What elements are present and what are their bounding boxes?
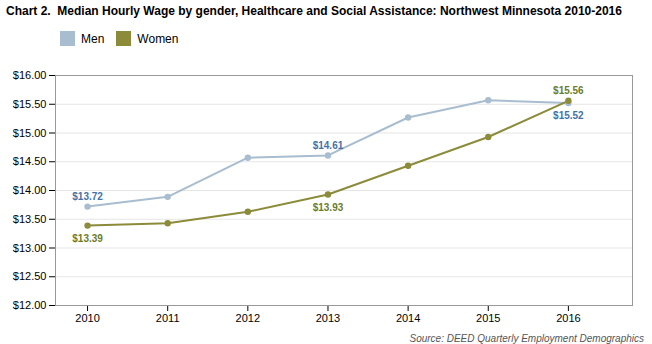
svg-text:2014: 2014 (396, 312, 420, 324)
svg-text:$13.00: $13.00 (13, 242, 47, 254)
svg-text:$14.61: $14.61 (313, 140, 344, 151)
svg-text:$12.50: $12.50 (13, 270, 47, 282)
svg-text:$15.52: $15.52 (553, 110, 584, 121)
svg-text:$15.50: $15.50 (13, 98, 47, 110)
svg-text:2013: 2013 (316, 312, 340, 324)
html-text:Chart 2. Median Hourly Wage by: Chart 2. Median Hourly Wage by gender, H… (6, 4, 622, 18)
svg-text:2016: 2016 (556, 312, 580, 324)
svg-text:$14.00: $14.00 (13, 184, 47, 196)
svg-text:$14.50: $14.50 (13, 155, 47, 167)
svg-text:2012: 2012 (236, 312, 260, 324)
svg-text:2010: 2010 (75, 312, 99, 324)
svg-text:$15.00: $15.00 (13, 127, 47, 139)
html-text:Source: DEED Quarterly Employm: Source: DEED Quarterly Employment Demogr… (409, 333, 644, 344)
svg-text:$15.56: $15.56 (553, 85, 584, 96)
svg-text:$13.93: $13.93 (313, 202, 344, 213)
svg-text:$13.72: $13.72 (72, 191, 103, 202)
svg-text:$16.00: $16.00 (13, 69, 47, 81)
svg-text:2011: 2011 (156, 312, 180, 324)
html-text:Men: Men (81, 31, 105, 46)
svg-text:2015: 2015 (476, 312, 500, 324)
html-text:Women: Women (137, 31, 179, 46)
svg-text:$13.39: $13.39 (72, 233, 103, 244)
svg-text:$13.50: $13.50 (13, 213, 47, 225)
svg-text:$12.00: $12.00 (13, 299, 47, 311)
